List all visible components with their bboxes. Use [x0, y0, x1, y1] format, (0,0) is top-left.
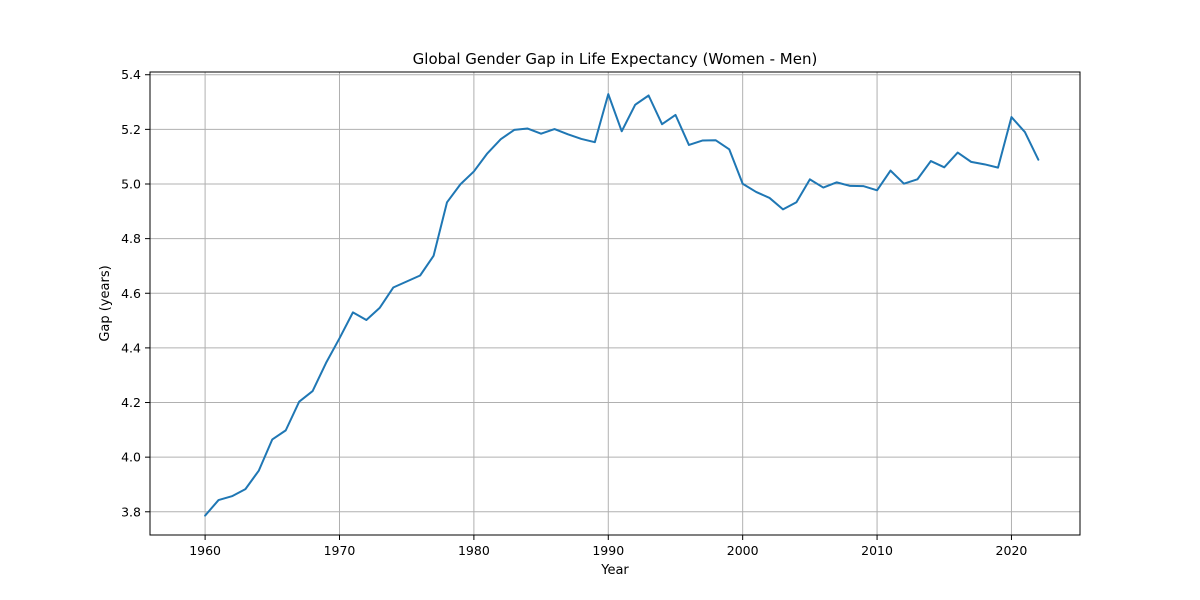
y-tick-label: 5.0: [121, 176, 141, 191]
plot-frame: [149, 71, 1081, 536]
series-layer: [204, 93, 1040, 517]
x-axis: 1960 1970 1980 1990 2000 2010 2020: [189, 535, 1027, 558]
x-tick-label: 2020: [996, 543, 1028, 558]
y-axis: 3.8 4.0 4.2 4.4 4.6 4.8 5.0 5.2 5.4: [121, 67, 150, 519]
y-tick-label: 5.4: [121, 67, 141, 82]
grid-lines: [150, 72, 1080, 535]
chart-title: Global Gender Gap in Life Expectancy (Wo…: [413, 50, 818, 68]
y-axis-label: Gap (years): [98, 265, 113, 341]
y-tick-label: 4.8: [121, 231, 141, 246]
series-line-gender-gap: [204, 93, 1040, 517]
x-axis-label: Year: [600, 563, 629, 578]
y-tick-label: 4.0: [121, 450, 141, 465]
x-tick-label: 2010: [861, 543, 893, 558]
x-tick-label: 2000: [727, 543, 759, 558]
x-tick-label: 1980: [458, 543, 490, 558]
y-tick-label: 3.8: [121, 504, 141, 519]
x-tick-label: 1970: [324, 543, 356, 558]
x-tick-label: 1990: [592, 543, 624, 558]
y-tick-label: 4.6: [121, 286, 141, 301]
y-tick-label: 4.4: [121, 340, 141, 355]
y-tick-label: 5.2: [121, 122, 141, 137]
y-tick-label: 4.2: [121, 395, 141, 410]
x-tick-label: 1960: [189, 543, 221, 558]
